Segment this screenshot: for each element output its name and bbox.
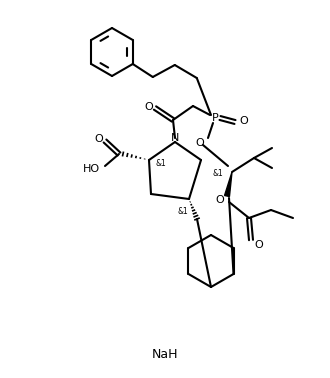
Text: HO: HO	[82, 164, 100, 174]
Text: O: O	[255, 240, 263, 250]
Text: &1: &1	[213, 169, 223, 178]
Text: N: N	[171, 133, 179, 143]
Text: NaH: NaH	[152, 349, 178, 361]
Text: O: O	[95, 134, 103, 144]
Text: &1: &1	[156, 158, 166, 167]
Text: P: P	[212, 113, 218, 123]
Text: O: O	[215, 195, 224, 205]
Text: O: O	[196, 138, 204, 148]
Text: O: O	[145, 102, 153, 112]
Polygon shape	[224, 172, 232, 197]
Text: &1: &1	[178, 206, 188, 215]
Text: O: O	[240, 116, 248, 126]
